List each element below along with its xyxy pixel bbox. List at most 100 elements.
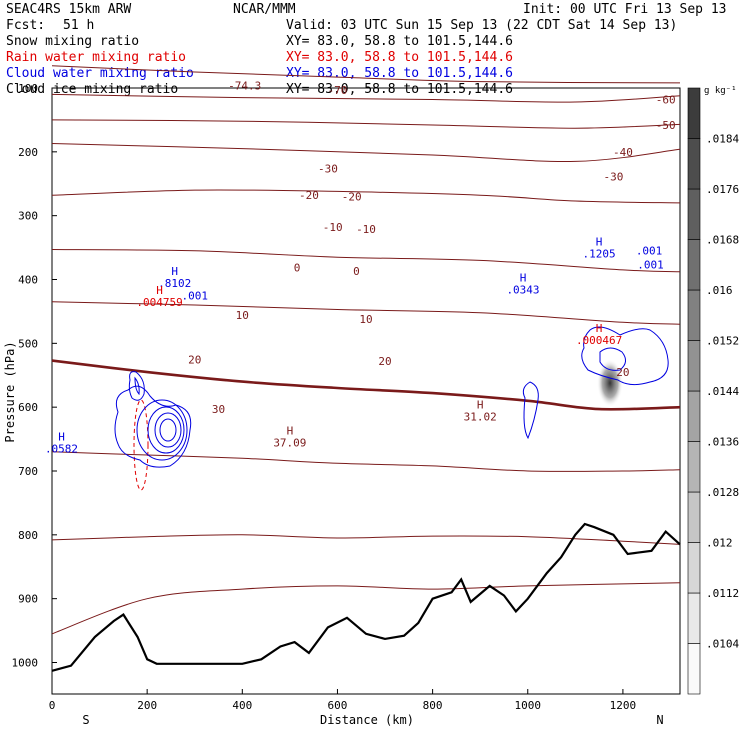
snow-shading <box>597 359 623 407</box>
contour-label: -30 <box>318 162 338 175</box>
colorbar-tick-label: .0176 <box>706 183 739 196</box>
field-name-rain: Rain water mixing ratio <box>6 50 186 65</box>
terrain-line <box>51 522 681 672</box>
contour-label: -10 <box>323 221 343 234</box>
mixing-ratio-contours <box>114 326 669 491</box>
contour-label: 0 <box>294 261 301 274</box>
valid-time: Valid: 03 UTC Sun 15 Sep 13 (22 CDT Sat … <box>286 18 677 33</box>
isotherm-line <box>51 582 681 635</box>
y-tick-label: 100 <box>18 82 38 95</box>
y-tick-label: 900 <box>18 593 38 606</box>
field-xy-cloud-water: XY= 83.0, 58.8 to 101.5,144.6 <box>286 66 513 81</box>
cloud-water-contour <box>159 418 177 442</box>
extremum-value: .1205 <box>583 248 616 261</box>
colorbar-swatch <box>687 340 701 392</box>
x-tick-label: 200 <box>137 699 157 712</box>
contour-labels: -74.3 -70 -60 -50 -40 -30 -30 -20 -20 -10 -10 0 0 10 1… <box>188 79 676 416</box>
y-tick-label: 400 <box>18 274 38 287</box>
contour-label: -74.3 <box>228 79 261 92</box>
model-title: SEAC4RS 15km ARW <box>6 2 131 17</box>
colorbar-unit: g kg⁻¹ <box>704 86 737 96</box>
x-tick-label: 1000 <box>515 699 542 712</box>
colorbar-tick-label: .0128 <box>706 486 739 499</box>
extremum-marker: H <box>596 322 603 335</box>
y-tick-label: 1000 <box>12 657 39 670</box>
field-name-snow: Snow mixing ratio <box>6 34 139 49</box>
extremum-marker: H <box>477 398 484 411</box>
x-axis: 0 200 400 600 800 1000 1200 <box>49 689 636 712</box>
fcst-label: Fcst: <box>6 18 45 33</box>
colorbar-swatch <box>687 138 701 190</box>
colorbar-tick-label: .0144 <box>706 385 739 398</box>
extremum-value: .000467 <box>576 334 622 347</box>
extremum-value: .8102 <box>158 277 191 290</box>
plot-frame <box>51 87 681 695</box>
field-xy-snow: XY= 83.0, 58.8 to 101.5,144.6 <box>286 34 513 49</box>
y-axis-label: Pressure (hPa) <box>3 341 17 442</box>
contour-label: 20 <box>188 353 201 366</box>
extremum-marker: H <box>596 236 603 249</box>
colorbar-swatch <box>687 491 701 543</box>
field-xy-cloud-ice: XY= 83.0, 58.8 to 101.5,144.6 <box>286 82 513 97</box>
isotherm-line <box>51 249 681 273</box>
extremum-marker: H <box>58 430 65 443</box>
colorbar-tick-label: .0112 <box>706 587 739 600</box>
isotherm-contours <box>51 65 681 635</box>
contour-label: -60 <box>656 93 676 106</box>
fcst-value: 51 h <box>63 18 94 33</box>
contour-label: 20 <box>616 366 629 379</box>
colorbar-tick-label: .0152 <box>706 335 739 348</box>
extrema-labels: H.8102H.004759.001H.0343H.1205.001.001H.… <box>45 236 664 456</box>
contour-label: -20 <box>342 191 362 204</box>
colorbar: .0104 .0112 .012 .0128 .0136 .0144 .0152 .016 .0… <box>687 87 739 695</box>
extremum-value: 31.02 <box>464 410 497 423</box>
extremum-marker: .001 <box>181 289 208 302</box>
x-tick-label: 600 <box>328 699 348 712</box>
colorbar-tick-label: .0136 <box>706 436 739 449</box>
colorbar-swatch <box>687 188 701 240</box>
cloud-water-contour <box>154 412 182 448</box>
x-tick-label: 0 <box>49 699 56 712</box>
y-tick-label: 200 <box>18 146 38 159</box>
south-label: S <box>82 713 89 727</box>
cloud-water-contour <box>114 385 192 468</box>
extremum-value: .004759 <box>136 296 182 309</box>
contour-label: 30 <box>212 403 225 416</box>
isotherm-line <box>51 65 681 84</box>
x-tick-label: 400 <box>232 699 252 712</box>
y-tick-label: 300 <box>18 210 38 223</box>
extremum-value: .0343 <box>506 283 539 296</box>
colorbar-tick-label: .0104 <box>706 638 739 651</box>
contour-label: 0 <box>353 265 360 278</box>
colorbar-swatch <box>687 289 701 341</box>
colorbar-swatch <box>687 441 701 493</box>
y-tick-label: 600 <box>18 401 38 414</box>
colorbar-swatch <box>687 542 701 594</box>
extremum-marker: H <box>287 425 294 438</box>
extremum-marker: H <box>171 265 178 278</box>
extremum-value: 37.09 <box>273 437 306 450</box>
field-name-cloud-ice: Cloud ice mixing ratio <box>6 82 178 97</box>
colorbar-tick-label: .012 <box>706 537 733 550</box>
y-tick-label: 500 <box>18 337 38 350</box>
colorbar-swatch <box>687 390 701 442</box>
isotherm-line <box>51 359 681 411</box>
contour-label: -70 <box>328 84 348 97</box>
cloud-water-contour <box>599 347 626 371</box>
extremum-value: .0582 <box>45 442 78 455</box>
init-time: Init: 00 UTC Fri 13 Sep 13 <box>523 2 727 17</box>
colorbar-tick-label: .016 <box>706 284 733 297</box>
rain-contour <box>133 399 149 491</box>
extremum-marker: H <box>520 271 527 284</box>
colorbar-swatch <box>687 87 701 139</box>
colorbar-swatch <box>687 239 701 291</box>
north-label: N <box>656 713 663 727</box>
colorbar-tick-label: .0168 <box>706 234 739 247</box>
institution-label: NCAR/MMM <box>233 2 296 17</box>
isotherm-line <box>51 189 681 204</box>
extremum-marker: .001 <box>637 259 664 272</box>
x-axis-label: Distance (km) <box>320 713 414 727</box>
y-tick-label: 800 <box>18 529 38 542</box>
isotherm-line <box>51 143 681 163</box>
